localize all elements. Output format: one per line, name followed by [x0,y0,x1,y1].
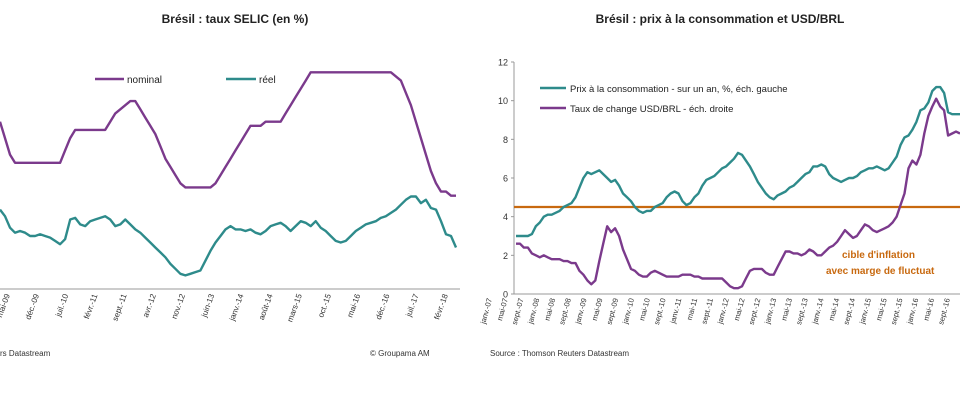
cpi-chart-svg: 0 2 4 6 8 10 12 Prix à la consommation - sur un… [478,58,960,326]
cpi-x-tick-label: mai-09 [590,297,605,321]
selic-chart-svg: nominal réel mai-09 déc.-09 juil.-10 févr.-11… [0,71,460,323]
selic-x-tick-label: déc.-16 [374,292,392,321]
cpi-x-tick-label: mai-10 [637,297,652,321]
cpi-y-tick-label: 2 [503,251,508,261]
selic-series-nominal-line [0,71,456,197]
cpi-chart-title: Brésil : prix à la consommation et USD/B… [595,12,845,26]
legend-nominal-label: nominal [127,75,162,86]
cpi-x-tick-label: mai-16 [922,297,937,321]
cpi-x-tick-label: janv.-07 [478,297,494,326]
legend-cpi-label: Prix à la consommation - sur un an, %, é… [570,84,788,95]
selic-x-tick-label: déc.-09 [23,292,41,321]
cpi-y-tick-label: 4 [503,212,508,222]
usdbrl-series-line [516,97,960,290]
cpi-x-tick-label: sept.-13 [794,297,810,326]
cpi-x-tick-label: janv.-09 [573,297,589,326]
cpi-x-tick-label: janv.-14 [810,297,826,326]
cpi-y-tick-label: 8 [503,135,508,145]
selic-x-tick-label: juil.-10 [53,292,70,319]
inflation-target-annotation-line1: cible d'inflation [842,250,915,261]
selic-x-tick-label: avr.-12 [141,292,158,319]
selic-chart-panel: Brésil : taux SELIC (en %) nominal réel ma… [0,0,470,400]
cpi-x-tick-label: sept.-08 [557,297,573,326]
cpi-x-tick-label: mai-08 [542,297,557,321]
selic-x-tick-label: mai-16 [345,292,362,319]
cpi-chart-panel: Brésil : prix à la consommation et USD/B… [478,0,960,400]
cpi-x-tick-label: janv.-13 [762,297,778,326]
cpi-x-tick-label: janv.-11 [668,297,684,325]
cpi-x-tick-label: sept.-12 [747,297,763,326]
cpi-x-tick-label: sept.-07 [510,297,526,326]
selic-series-reel-line [0,195,458,277]
cpi-y-tick-label: 10 [498,96,508,106]
selic-x-tick-label: févr.-11 [82,292,100,320]
selic-x-tick-label: nov.-12 [170,292,188,320]
selic-x-tick-label: août-14 [257,292,275,321]
cpi-x-tick-label: mai-14 [827,297,842,321]
selic-x-tick-label: mai-09 [0,292,12,319]
cpi-x-tick-label: janv.-16 [905,297,921,326]
selic-source-text: rs Datastream [0,349,51,358]
selic-x-tick-label: oct.-15 [316,292,333,319]
cpi-source-text: Source : Thomson Reuters Datastream [490,349,630,358]
selic-x-tick-label: janv.-14 [227,292,246,323]
cpi-series-line [516,85,960,238]
legend-reel-label: réel [259,75,276,86]
cpi-x-tick-label: sept.-11 [699,297,715,325]
cpi-y-tick-label: 6 [503,174,508,184]
selic-x-tick-label: juil.-17 [404,292,421,319]
selic-x-tick-label: sept.-11 [111,292,129,322]
selic-x-tick-label: juin-13 [199,292,216,319]
legend-usdbrl-label: Taux de change USD/BRL - éch. droite [570,104,733,115]
cpi-x-tick-label: sept.-09 [605,297,621,326]
selic-x-tick-label: févr.-18 [432,292,450,321]
cpi-x-tick-label: mai-07 [495,297,510,321]
cpi-x-tick-label: mai-15 [874,297,889,321]
cpi-y-tick-label: 12 [498,58,508,68]
cpi-x-tick-label: sept.-14 [841,297,857,326]
cpi-x-tick-label: sept.-10 [652,297,668,326]
groupama-credit: © Groupama AM [370,349,430,358]
inflation-target-annotation-line2: avec marge de fluctuat [826,266,935,277]
selic-x-tick-label: mars-15 [285,292,304,323]
cpi-x-tick-label: janv.-15 [857,297,873,326]
cpi-x-tick-label: sept.-15 [889,297,905,326]
cpi-x-tick-label: mai-11 [685,297,699,321]
cpi-y-tick-label: 0 [503,290,508,300]
selic-chart-title: Brésil : taux SELIC (en %) [161,12,309,26]
cpi-x-tick-label: janv.-12 [715,297,731,326]
cpi-x-tick-label: janv.-08 [526,297,542,326]
cpi-x-tick-label: mai-13 [779,297,794,321]
cpi-x-tick-label: sept.-16 [936,297,952,326]
cpi-x-tick-label: mai-12 [732,297,747,321]
cpi-x-tick-label: janv.-10 [620,297,636,326]
